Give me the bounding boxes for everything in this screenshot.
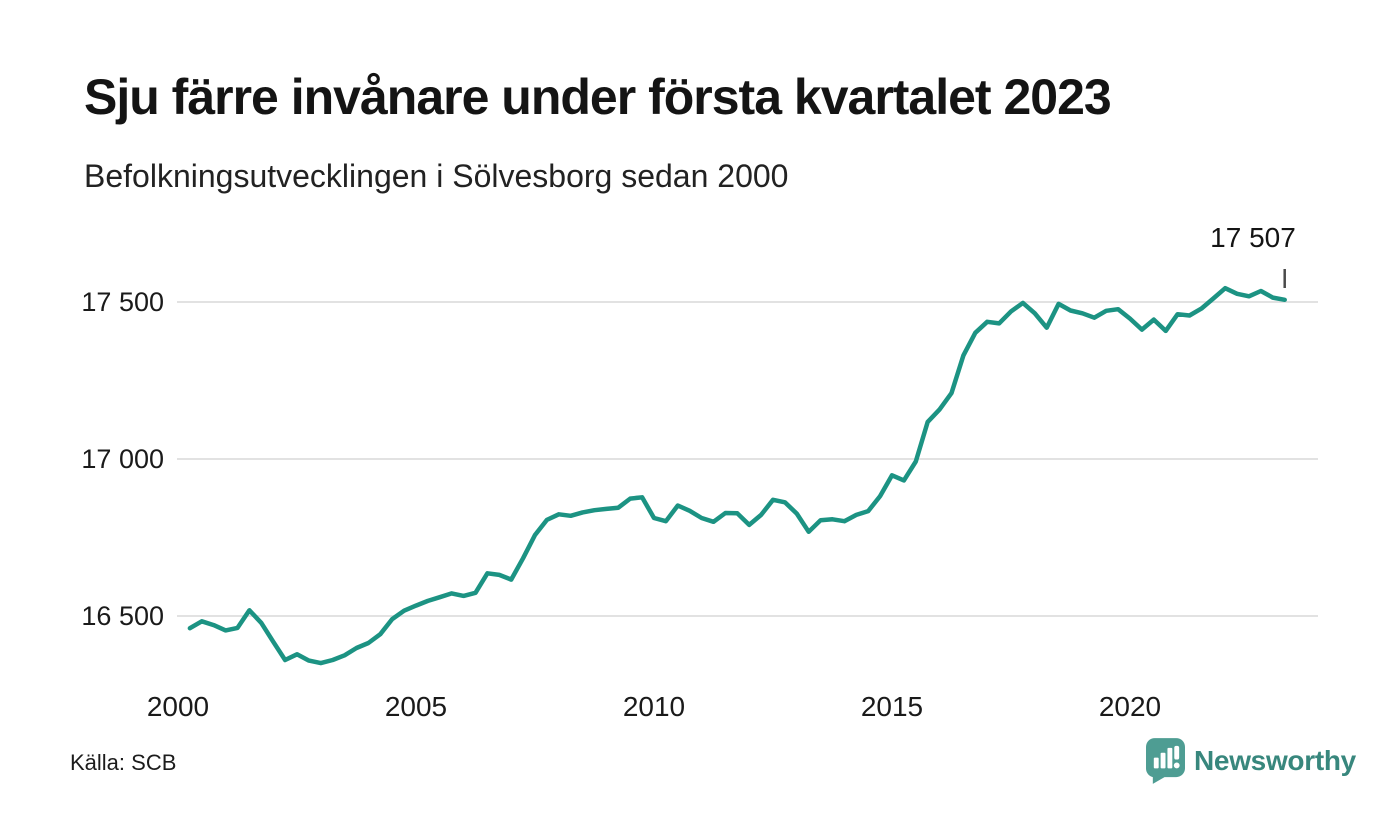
chart-subtitle: Befolkningsutvecklingen i Sölvesborg sed… (84, 158, 789, 194)
x-axis-label: 2005 (385, 691, 447, 722)
bar-medium (1160, 752, 1166, 769)
exclamation-bar (1174, 745, 1180, 760)
exclamation-dot (1173, 762, 1180, 769)
chart-title: Sju färre invånare under första kvartale… (84, 69, 1112, 125)
y-axis-label: 16 500 (81, 601, 164, 631)
bar-small (1153, 757, 1159, 769)
x-axis-label: 2000 (147, 691, 209, 722)
y-axis-label: 17 500 (81, 287, 164, 317)
x-axis-label: 2015 (861, 691, 923, 722)
y-axis-label: 17 000 (81, 444, 164, 474)
x-axis-label: 2020 (1099, 691, 1161, 722)
newsworthy-wordmark: Newsworthy (1194, 745, 1356, 776)
source-label: Källa: SCB (70, 750, 177, 775)
x-axis-label: 2010 (623, 691, 685, 722)
population-line (187, 285, 1287, 666)
bar-tall (1167, 747, 1173, 769)
newsworthy-icon (1146, 738, 1185, 784)
newsworthy-logo: Newsworthy (1146, 738, 1356, 784)
last-value-label: 17 507 (1210, 222, 1296, 253)
